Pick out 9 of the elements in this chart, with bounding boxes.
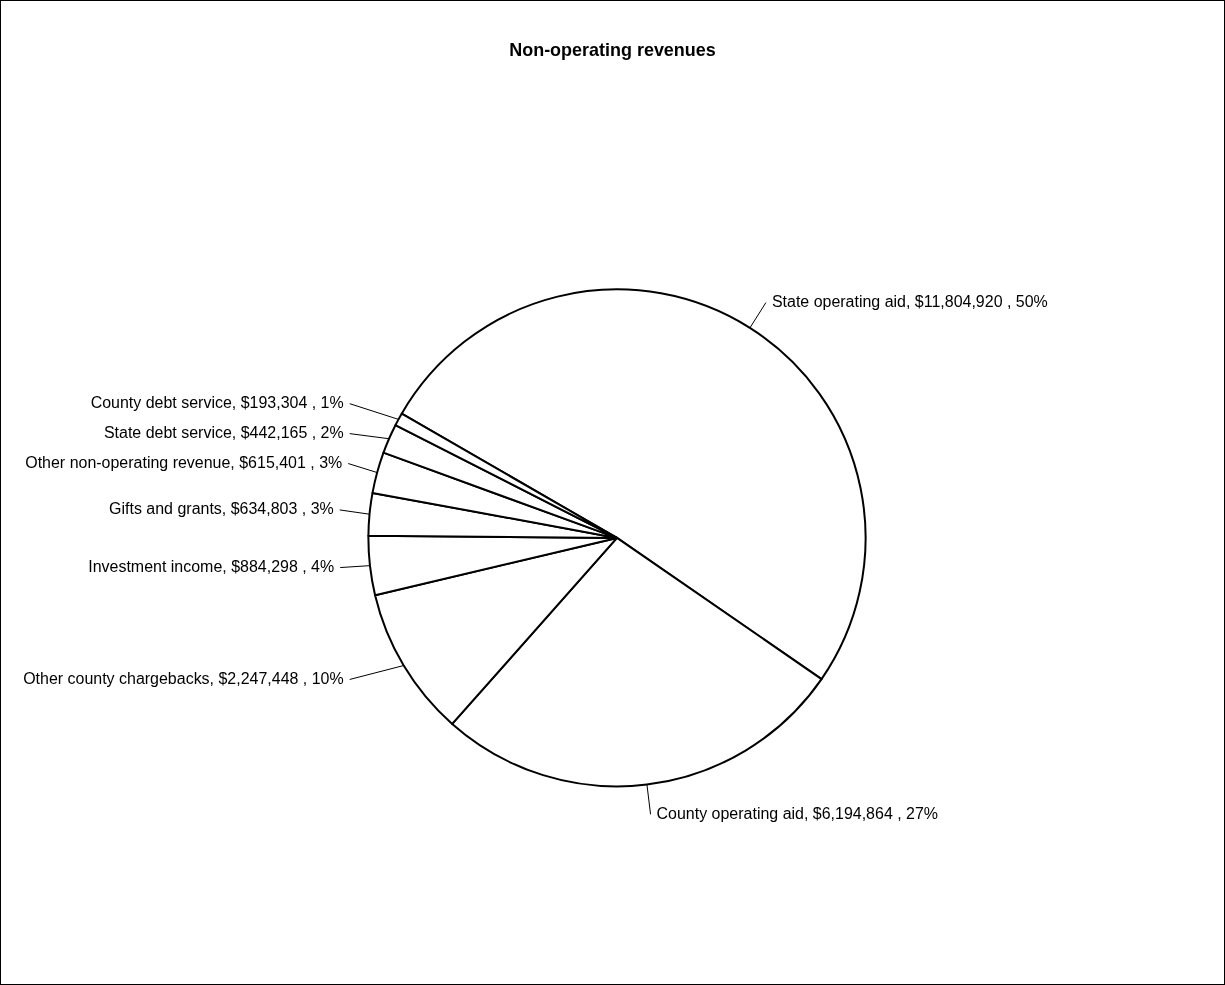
slice-label: State debt service, $442,165 , 2% xyxy=(103,424,344,442)
slice-label: County operating aid, $6,194,864 , 27% xyxy=(656,804,939,822)
slice-label: State operating aid, $11,804,920 , 50% xyxy=(771,293,1048,310)
slice-label: County debt service, $193,304 , 1% xyxy=(90,394,344,412)
slice-label: Other non-operating revenue, $615,401 , 3% xyxy=(25,453,343,471)
slice-label: Other county chargebacks, $2,247,448 , 10% xyxy=(23,669,344,687)
chart-title: Non-operating revenues xyxy=(509,39,716,60)
slice-label: Investment income, $884,298 , 4% xyxy=(88,557,335,575)
slice-label: Gifts and grants, $634,803 , 3% xyxy=(109,500,334,518)
